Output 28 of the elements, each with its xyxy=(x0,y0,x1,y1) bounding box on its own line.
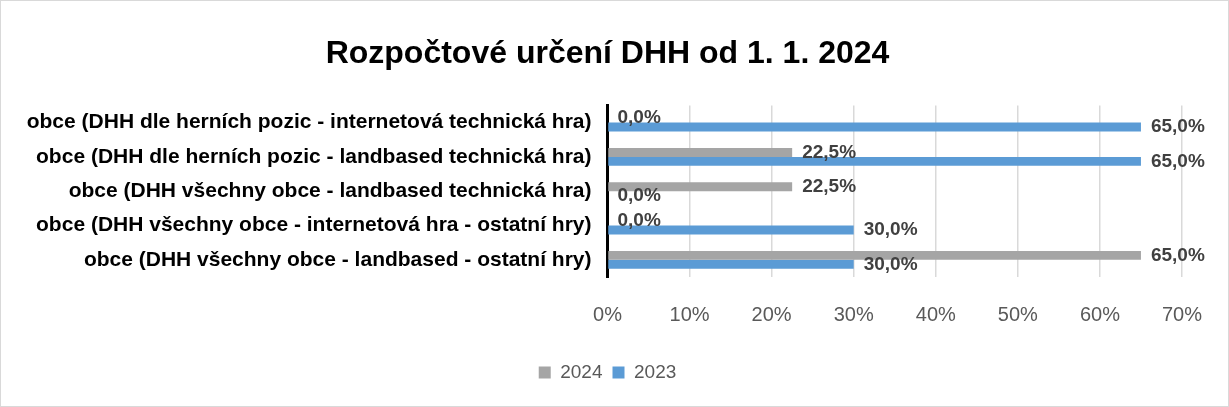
x-tick-label: 40% xyxy=(915,302,957,325)
y-tick-label: obce (DHH všechny obce - landbased - ostatní hry) xyxy=(83,246,592,270)
x-tick-label: 70% xyxy=(1161,302,1203,325)
bar xyxy=(608,259,854,269)
data-label: 22,5% xyxy=(802,174,857,196)
bar xyxy=(608,147,793,157)
chart-title: Rozpočtové určení DHH od 1. 1. 2024 xyxy=(325,34,890,71)
y-tick-label: obce (DHH dle herních pozic - landbased technická hra) xyxy=(36,143,592,167)
data-label: 65,0% xyxy=(1150,149,1205,171)
x-tick-label: 60% xyxy=(1079,302,1121,325)
y-tick-label: obce (DHH dle herních pozic - internetová technická hra) xyxy=(26,109,592,133)
data-label: 30,0% xyxy=(863,252,918,274)
data-label: 22,5% xyxy=(802,140,857,162)
x-tick-label: 10% xyxy=(669,302,710,325)
legend-label: 2024 xyxy=(560,360,603,382)
data-label: 30,0% xyxy=(863,218,918,240)
y-tick-label: obce (DHH všechny obce - landbased technická hra) xyxy=(68,178,592,201)
data-label: 0,0% xyxy=(617,209,661,231)
x-tick-label: 0% xyxy=(593,302,623,325)
x-tick-label: 50% xyxy=(997,302,1039,325)
data-label: 0,0% xyxy=(617,183,661,205)
y-tick-label: obce (DHH všechny obce - internetová hra - ostatní hry) xyxy=(36,212,592,236)
data-label: 65,0% xyxy=(1150,115,1205,137)
x-tick-label: 30% xyxy=(833,302,874,325)
legend-label: 2023 xyxy=(634,360,677,382)
x-tick-label: 20% xyxy=(751,302,792,325)
data-label: 65,0% xyxy=(1150,243,1205,265)
data-label: 0,0% xyxy=(617,106,661,128)
